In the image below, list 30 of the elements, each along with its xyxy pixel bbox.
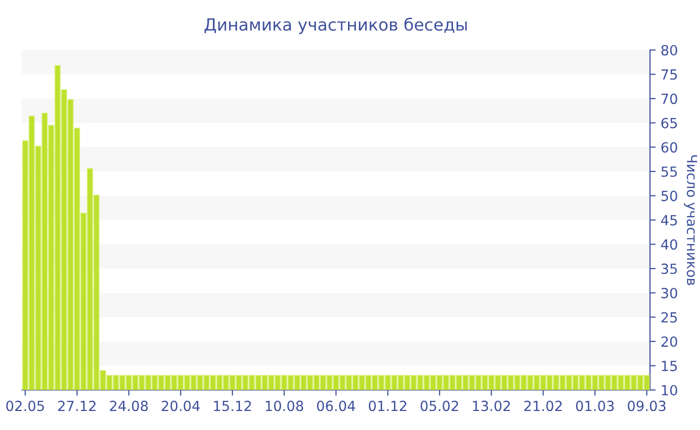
y-tick-label: 10: [662, 384, 678, 396]
y-tick-label: 55: [661, 166, 677, 177]
y-tick-label: 40: [661, 239, 678, 250]
x-tick-label: 15.12: [214, 400, 251, 412]
x-tick-label: 20.04: [162, 400, 200, 412]
x-tick-label: 01.03: [576, 400, 614, 412]
y-tick-label: 80: [661, 44, 678, 56]
x-tick-label: 24.08: [110, 400, 148, 412]
y-tick-label: 25: [661, 312, 677, 323]
chart-title: Динамика участников беседы: [204, 18, 467, 34]
y-tick-label: 30: [661, 288, 678, 298]
y-tick-label: 65: [661, 118, 677, 128]
y-tick-label: 45: [661, 215, 677, 226]
x-tick-label: 13.02: [473, 400, 510, 412]
y-tick-label: 50: [661, 190, 678, 202]
x-tick-label: 02.05: [6, 400, 44, 412]
x-tick-label: 27.12: [58, 400, 96, 411]
y-axis-title: Число участников: [684, 155, 698, 286]
y-tick-label: 60: [661, 142, 678, 153]
y-tick-label: 20: [661, 336, 678, 347]
y-tick-label: 75: [662, 69, 677, 80]
y-tick-label: 70: [662, 94, 678, 104]
x-tick-label: 06.04: [317, 400, 356, 412]
y-tick-label: 35: [661, 264, 677, 274]
x-tick-label: 10.08: [266, 400, 304, 412]
x-tick-label: 01.12: [368, 400, 406, 412]
x-tick-label: 21.02: [524, 400, 562, 412]
y-tick-label: 15: [662, 360, 677, 372]
x-tick-label: 09.03: [628, 400, 666, 412]
x-tick-label: 05.02: [420, 400, 458, 412]
